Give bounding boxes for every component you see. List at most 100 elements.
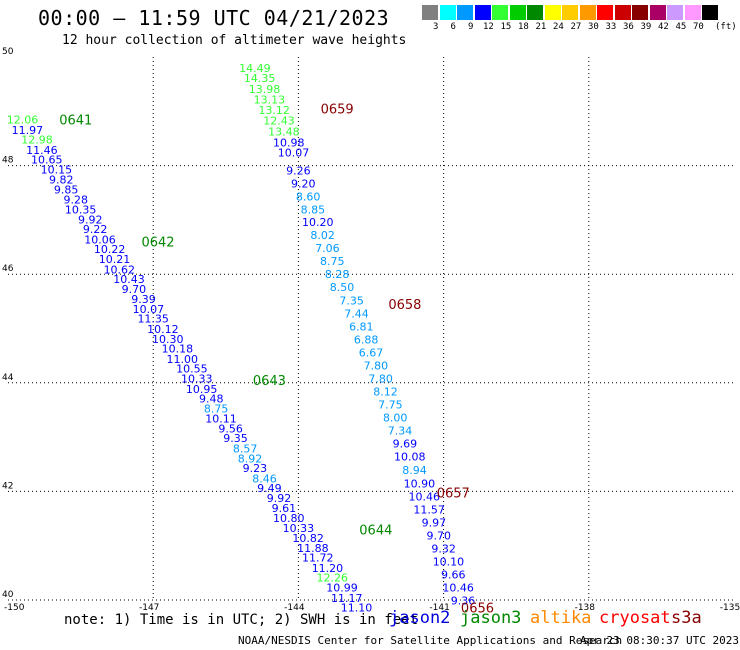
wave-height-point: 10.65	[31, 154, 63, 167]
wave-height-point: 9.69	[393, 438, 418, 451]
wave-height-point: 13.13	[254, 93, 286, 106]
legend-swatch	[702, 5, 718, 20]
pass-time-label: 0642	[141, 236, 174, 251]
wave-height-point: 8.50	[330, 281, 355, 294]
x-tick-label: -141	[429, 603, 449, 613]
legend-swatch	[422, 5, 438, 20]
wave-height-point: 14.49	[239, 62, 271, 75]
legend-swatch	[597, 5, 613, 20]
wave-height-point: 12.06	[7, 113, 39, 126]
wave-height-point: 12.26	[317, 572, 349, 585]
wave-height-point: 11.57	[413, 503, 445, 516]
chart-subtitle: 12 hour collection of altimeter wave hei…	[62, 33, 407, 48]
wave-height-point: 10.80	[273, 512, 305, 525]
wave-height-point: 11.35	[137, 313, 169, 326]
x-tick-label: -138	[575, 603, 596, 613]
legend-label: 15	[500, 22, 512, 32]
wave-height-point: 11.46	[26, 144, 58, 157]
wave-height-point: 10.33	[181, 372, 213, 385]
wave-height-point: 10.07	[278, 147, 310, 160]
legend-label: 24	[553, 22, 564, 32]
legend-label: 42	[658, 22, 669, 32]
wave-height-point: 7.75	[378, 399, 403, 412]
wave-height-point: 10.15	[41, 163, 73, 176]
wave-height-point: 8.60	[296, 191, 321, 204]
wave-height-point: 6.81	[349, 320, 374, 333]
y-tick-label: 48	[2, 156, 14, 166]
wave-height-point: 9.70	[122, 283, 147, 296]
satellite-name: jason3	[460, 608, 522, 628]
wave-height-point: 10.55	[176, 363, 208, 376]
wave-height-point: 9.35	[223, 432, 248, 445]
x-tick-label: -147	[139, 603, 159, 613]
wave-height-point: 10.22	[94, 243, 126, 256]
y-tick-label: 44	[2, 373, 14, 383]
pass-time-label: 0656	[461, 602, 494, 617]
pass-time-label: 0658	[388, 298, 421, 313]
legend-swatch	[562, 5, 578, 20]
satellite-name: s3a	[671, 608, 702, 628]
wave-height-point: 10.18	[162, 343, 194, 356]
legend-label: 9	[468, 22, 474, 32]
legend-swatch	[492, 5, 508, 20]
wave-height-point: 10.30	[152, 333, 184, 346]
wave-height-point: 11.17	[331, 592, 363, 605]
wave-height-point: 12.98	[21, 134, 53, 147]
wave-height-point: 8.75	[204, 402, 229, 415]
legend-label: 27	[570, 22, 582, 32]
wave-height-point: 8.57	[233, 443, 258, 456]
wave-height-point: 9.48	[199, 393, 224, 406]
wave-height-point: 11.72	[302, 552, 334, 565]
wave-height-point: 8.12	[373, 385, 398, 398]
wave-height-point: 7.80	[368, 372, 393, 385]
wave-height-point: 13.98	[249, 83, 281, 96]
pass-time-label: 0659	[321, 103, 354, 118]
wave-height-point: 14.35	[244, 72, 276, 85]
legend-label: 18	[518, 22, 529, 32]
legend-label: 36	[623, 22, 634, 32]
legend-label: 21	[535, 22, 547, 32]
wave-height-point: 8.00	[383, 412, 408, 425]
y-tick-label: 40	[2, 590, 14, 600]
wave-height-point: 10.99	[326, 582, 358, 595]
wave-height-point: 10.43	[113, 273, 145, 286]
legend-label: 45	[675, 22, 687, 32]
wave-height-point: 10.20	[302, 216, 334, 229]
wave-height-point: 9.23	[243, 462, 268, 475]
wave-height-point: 12.43	[263, 115, 295, 128]
wave-height-point: 7.35	[339, 294, 364, 307]
wave-height-point: 9.70	[427, 529, 452, 542]
wave-height-point: 9.92	[78, 213, 103, 226]
wave-height-point: 10.46	[442, 582, 474, 595]
legend-label: 33	[605, 22, 617, 32]
wave-height-point: 10.62	[104, 263, 136, 276]
legend-swatch	[457, 5, 473, 20]
wave-height-point: 9.32	[431, 542, 456, 555]
legend-label: 12	[483, 22, 494, 32]
legend-swatch	[684, 5, 701, 20]
wave-height-point: 7.34	[388, 425, 413, 438]
wave-height-point: 10.90	[404, 477, 436, 490]
wave-height-point: 8.28	[325, 268, 350, 281]
wave-height-point: 10.95	[186, 383, 218, 396]
satellite-name: cryosat	[599, 608, 671, 628]
legend-swatch	[439, 5, 456, 20]
satellite-name: altika	[530, 608, 592, 628]
wave-height-point: 10.10	[433, 555, 465, 568]
y-tick-label: 50	[2, 47, 14, 57]
wave-height-point: 8.92	[238, 452, 263, 465]
x-tick-label: -135	[720, 603, 740, 613]
wave-height-point: 10.33	[283, 522, 315, 535]
wave-height-point: 9.97	[422, 516, 447, 529]
wave-height-point: 9.85	[54, 183, 79, 196]
wave-height-point: 6.88	[354, 333, 379, 346]
wave-height-point: 10.12	[147, 323, 179, 336]
wave-height-point: 10.98	[273, 136, 305, 149]
footer-note: note: 1) Time is in UTC; 2) SWH is in fe…	[64, 612, 419, 628]
legend-swatch	[544, 5, 561, 20]
wave-height-point: 9.22	[83, 223, 108, 236]
wave-height-point: 8.75	[320, 255, 345, 268]
x-tick-label: -150	[4, 603, 25, 613]
wave-height-point: 13.12	[258, 104, 290, 117]
legend-label: 30	[588, 22, 599, 32]
